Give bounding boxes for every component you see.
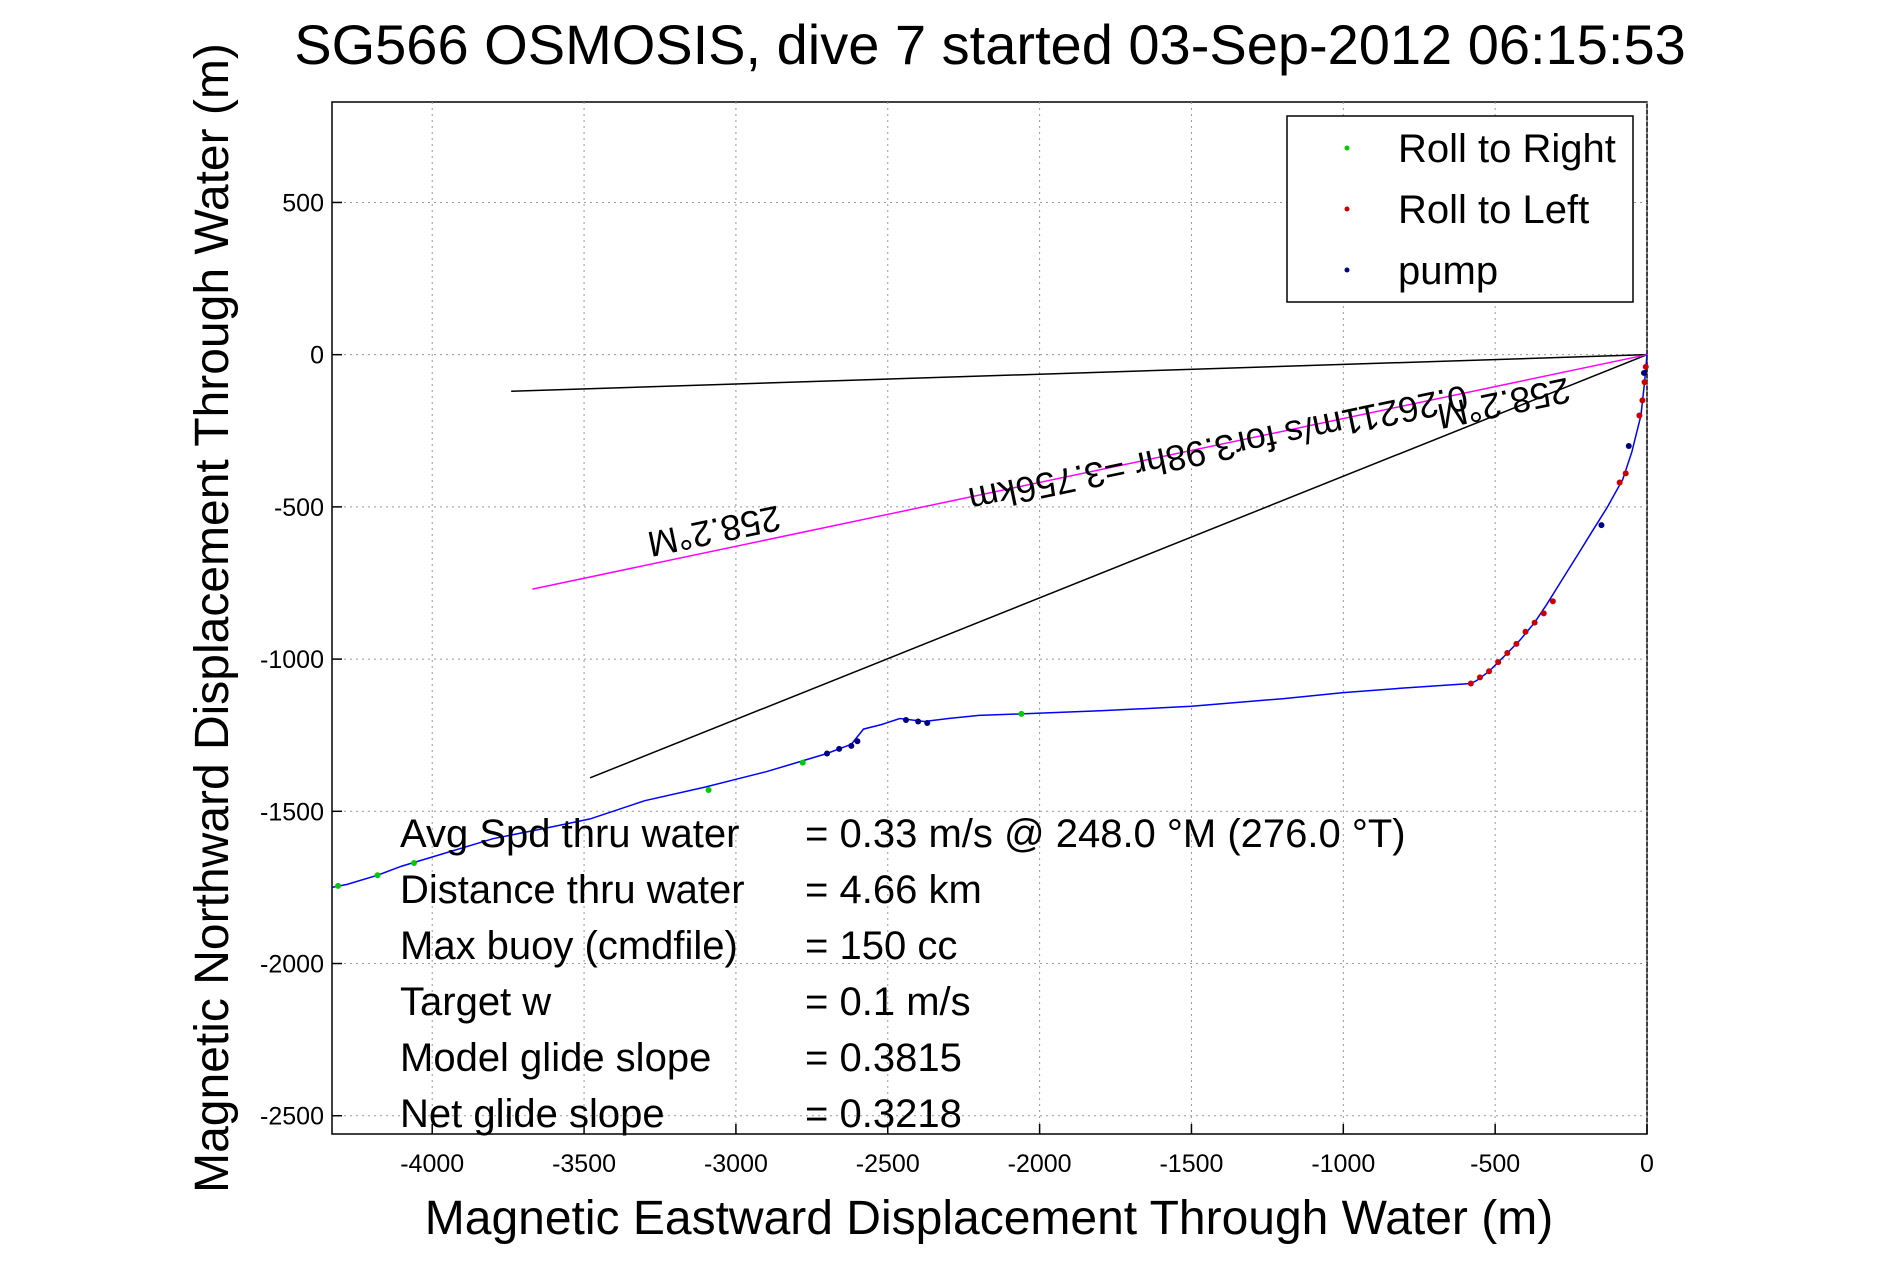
- marker-roll-left: [1636, 412, 1643, 419]
- x-tick-label: -1000: [1311, 1150, 1375, 1178]
- marker-roll-right: [799, 759, 806, 766]
- reference-line: [532, 353, 1648, 590]
- x-tick-label: -4000: [400, 1150, 464, 1178]
- marker-roll-left: [1495, 659, 1502, 666]
- stat-label: Net glide slope: [400, 1092, 665, 1136]
- marker-pump: [824, 750, 831, 757]
- marker-roll-left: [1531, 619, 1538, 626]
- legend-marker: [1344, 145, 1350, 151]
- y-ticks: 500 0 -500 -1000 -1500 -2000 -2500: [260, 189, 342, 1131]
- marker-pump: [1640, 369, 1647, 376]
- stat-value: = 0.3815: [805, 1036, 962, 1080]
- grid: [332, 102, 1648, 1134]
- x-tick-label: -3000: [704, 1150, 768, 1178]
- stat-value: = 0.3218: [805, 1092, 962, 1136]
- marker-pump: [924, 720, 931, 727]
- marker-roll-left: [1522, 628, 1529, 635]
- legend-label: Roll to Left: [1398, 188, 1589, 232]
- marker-roll-left: [1639, 397, 1646, 404]
- stat-value: = 4.66 km: [805, 868, 982, 912]
- marker-pump: [902, 716, 909, 723]
- y-axis-label: Magnetic Northward Displacement Through …: [186, 43, 239, 1193]
- marker-roll-right: [410, 860, 417, 867]
- stat-value: = 150 cc: [805, 924, 957, 968]
- marker-roll-left: [1622, 470, 1629, 477]
- marker-roll-left: [1486, 668, 1493, 675]
- y-tick-label: 500: [282, 189, 324, 217]
- x-ticks: -4000 -3500 -3000 -2500 -2000 -1500 -1000 -500 0: [400, 1124, 1654, 1178]
- stat-label: Max buoy (cmdfile): [400, 924, 738, 968]
- y-tick-label: -2000: [260, 951, 324, 979]
- legend-marker: [1344, 267, 1350, 273]
- x-axis-label: Magnetic Eastward Displacement Through W…: [425, 1192, 1553, 1245]
- marker-roll-right: [705, 787, 712, 793]
- x-tick-label: -2500: [856, 1150, 920, 1178]
- stat-label: Avg Spd thru water: [400, 812, 739, 856]
- marker-pump: [1598, 522, 1605, 529]
- reference-line: [511, 353, 1648, 392]
- stat-label: Model glide slope: [400, 1036, 711, 1080]
- stat-label: Target w: [400, 980, 551, 1024]
- y-tick-label: -1500: [260, 798, 324, 826]
- marker-roll-left: [1513, 640, 1520, 647]
- stat-value: = 0.1 m/s: [805, 980, 971, 1024]
- x-tick-label: -3500: [552, 1150, 616, 1178]
- stats-block: Avg Spd thru water = 0.33 m/s @ 248.0 °M …: [400, 812, 1406, 1136]
- reference-lines: [511, 353, 1648, 779]
- marker-pump: [848, 742, 855, 749]
- marker-roll-left: [1616, 479, 1623, 486]
- stat-value: = 0.33 m/s @ 248.0 °M (276.0 °T): [805, 812, 1406, 856]
- reference-line: [589, 353, 1648, 779]
- y-tick-label: -2500: [260, 1103, 324, 1131]
- marker-roll-right: [1018, 710, 1025, 717]
- y-tick-label: -1000: [260, 646, 324, 674]
- marker-roll-left: [1641, 379, 1648, 386]
- track-line: [331, 354, 1648, 889]
- x-tick-label: -2000: [1008, 1150, 1072, 1178]
- marker-roll-left: [1540, 610, 1547, 617]
- legend-marker: [1344, 206, 1350, 212]
- marker-roll-left: [1549, 598, 1556, 605]
- x-tick-label: -500: [1470, 1150, 1520, 1178]
- marker-pump: [1625, 443, 1632, 449]
- legend-label: Roll to Right: [1398, 127, 1616, 171]
- marker-pump: [836, 745, 843, 752]
- x-tick-label: 0: [1640, 1150, 1654, 1178]
- chart-title: SG566 OSMOSIS, dive 7 started 03-Sep-201…: [294, 13, 1686, 76]
- legend: Roll to Right Roll to Left pump: [1286, 115, 1634, 303]
- marker-roll-right: [335, 882, 342, 889]
- legend-label: pump: [1398, 249, 1498, 293]
- stat-label: Distance thru water: [400, 868, 745, 912]
- y-tick-label: -500: [274, 494, 324, 522]
- x-tick-label: -1500: [1159, 1150, 1223, 1178]
- y-tick-label: 0: [310, 342, 324, 370]
- marker-pump: [915, 718, 922, 725]
- marker-roll-left: [1467, 680, 1474, 687]
- marker-roll-right: [374, 872, 381, 879]
- markers: [335, 363, 1649, 889]
- marker-roll-left: [1642, 363, 1649, 370]
- marker-pump: [854, 738, 861, 745]
- series-lines: [331, 354, 1648, 889]
- marker-roll-left: [1504, 650, 1511, 657]
- marker-roll-left: [1476, 674, 1483, 681]
